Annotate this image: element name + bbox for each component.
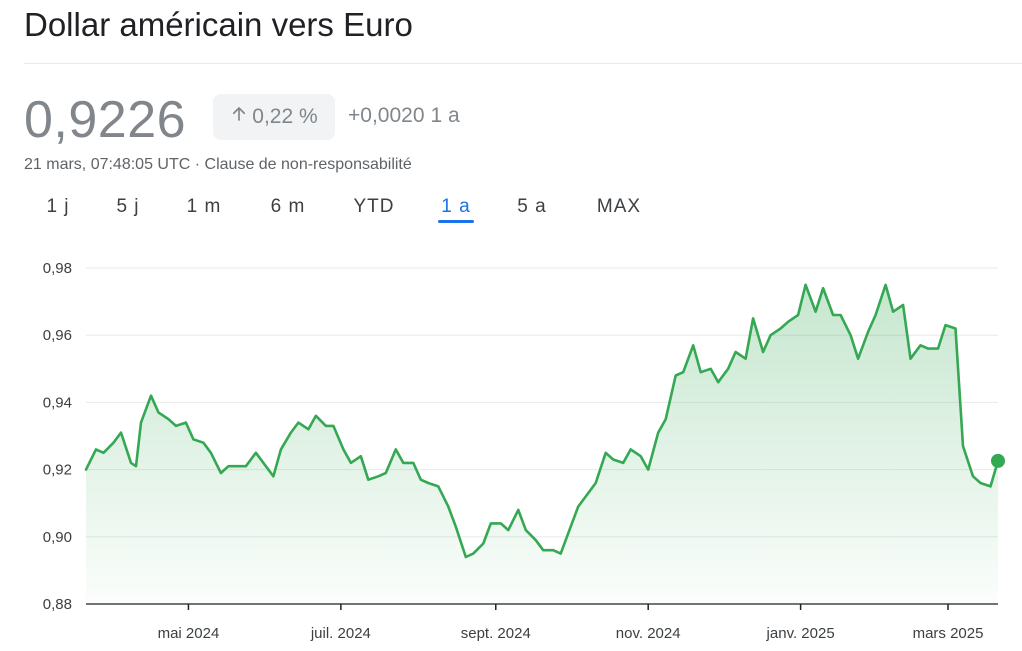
- x-tick-label: sept. 2024: [461, 625, 531, 642]
- tab-ytd[interactable]: YTD: [353, 196, 395, 217]
- x-tick-label: nov. 2024: [616, 625, 681, 642]
- tab-1-year[interactable]: 1 a: [441, 196, 471, 217]
- y-tick-label: 0,96: [43, 327, 72, 344]
- y-axis-labels: 0,88 0,90 0,92 0,94 0,96 0,98: [43, 260, 72, 613]
- x-axis-labels: mai 2024 juil. 2024 sept. 2024 nov. 2024 jan…: [158, 604, 984, 642]
- active-tab-indicator: [438, 220, 474, 223]
- price-line: [84, 283, 1000, 559]
- exchange-rate-chart[interactable]: 0,88 0,90 0,92 0,94 0,96 0,98 mai 2024 juil. 2…: [0, 240, 1022, 651]
- tab-1-month[interactable]: 1 m: [186, 196, 222, 217]
- page-title: Dollar américain vers Euro: [24, 6, 413, 43]
- quote-meta: 21 mars, 07:48:05 UTC · Clause de non-re…: [24, 156, 412, 174]
- arrow-up-icon: [230, 105, 248, 129]
- y-tick-label: 0,90: [43, 529, 72, 546]
- tab-6-months[interactable]: 6 m: [270, 196, 306, 217]
- absolute-change: +0,0020 1 a: [348, 104, 460, 128]
- y-tick-label: 0,88: [43, 596, 72, 613]
- meta-separator: ·: [194, 156, 201, 173]
- x-tick-label: janv. 2025: [766, 625, 835, 642]
- tab-5-days[interactable]: 5 j: [116, 196, 140, 217]
- absolute-change-value: +0,0020: [348, 104, 425, 127]
- x-tick-label: mars 2025: [913, 625, 984, 642]
- y-tick-label: 0,98: [43, 260, 72, 277]
- percent-change-badge: 0,22 %: [213, 94, 335, 140]
- tab-5-years[interactable]: 5 a: [517, 196, 547, 217]
- disclaimer-link[interactable]: Clause de non-responsabilité: [204, 156, 412, 173]
- title-divider: [24, 63, 1022, 64]
- change-period: 1 a: [430, 104, 460, 127]
- range-tabs: 1 j 5 j 1 m 6 m YTD 1 a 5 a MAX: [0, 196, 700, 230]
- timestamp: 21 mars, 07:48:05 UTC: [24, 156, 191, 173]
- x-tick-label: mai 2024: [158, 625, 220, 642]
- last-price-point: [991, 453, 1005, 468]
- y-tick-label: 0,92: [43, 462, 72, 479]
- current-price: 0,9226: [24, 91, 187, 149]
- y-tick-label: 0,94: [43, 394, 72, 411]
- x-tick-label: juil. 2024: [310, 625, 371, 642]
- tab-1-day[interactable]: 1 j: [46, 196, 70, 217]
- price-area-fill: [86, 284, 998, 604]
- tab-max[interactable]: MAX: [596, 196, 642, 217]
- percent-change-value: 0,22 %: [252, 105, 318, 128]
